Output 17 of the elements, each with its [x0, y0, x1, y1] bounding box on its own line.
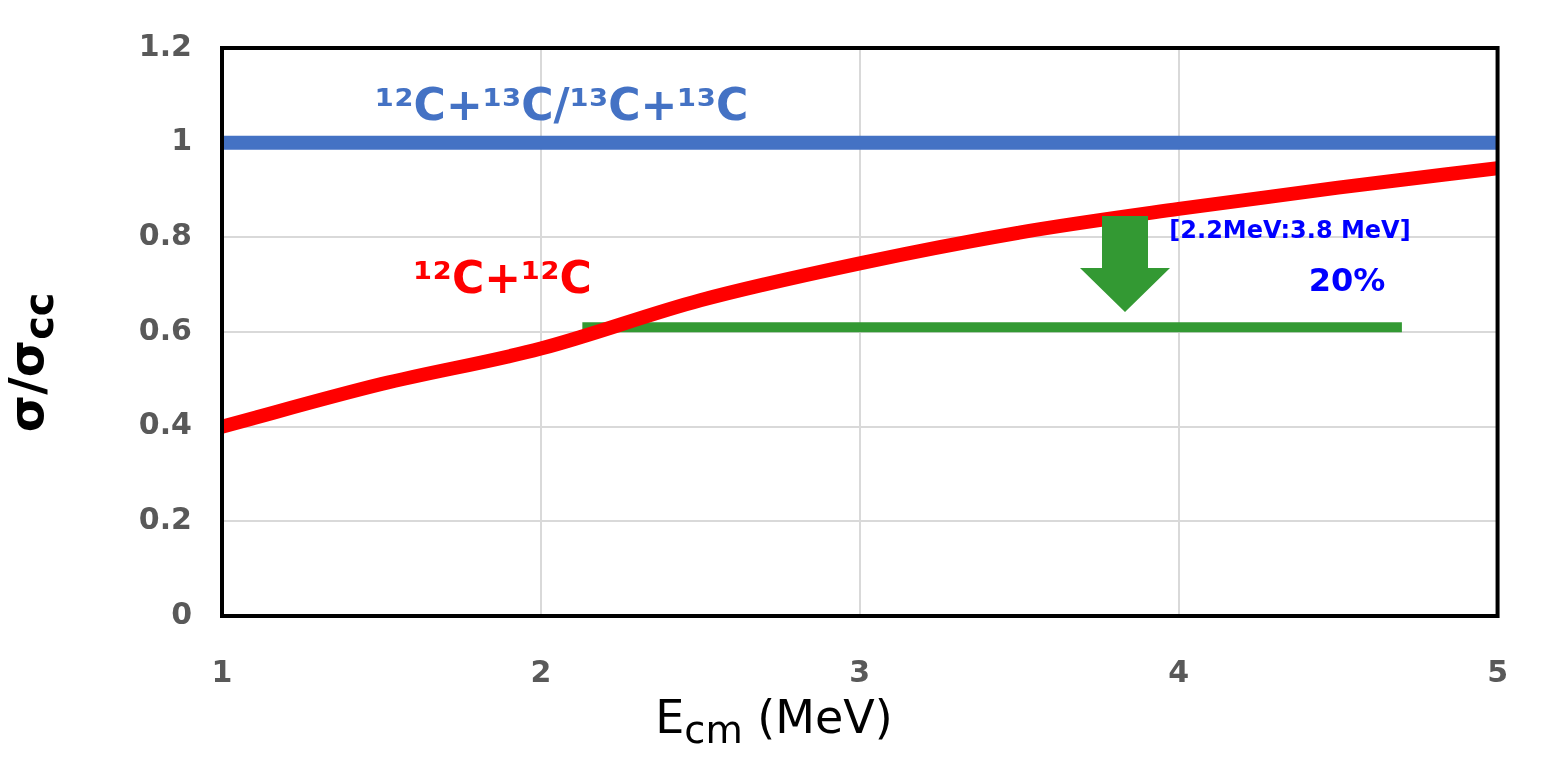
x-tick-label: 3	[849, 653, 871, 689]
annotation: [2.2MeV:3.8 MeV]	[1169, 216, 1411, 245]
y-tick-label: 1.2	[138, 27, 192, 63]
y-tick-label: 0.8	[138, 217, 192, 253]
x-tick-label: 4	[1168, 653, 1190, 689]
y-tick-label: 1	[171, 122, 192, 158]
series-label: ¹²C+¹²C	[413, 252, 592, 304]
annotation: 20%	[1308, 261, 1386, 300]
x-axis-title: E$_{cm}$ (MeV)	[654, 690, 894, 753]
y-tick-label: 0.2	[138, 501, 192, 537]
x-tick-label: 1	[211, 653, 233, 689]
x-tick-label: 2	[530, 653, 552, 689]
series-label: ¹²C+¹³C/¹³C+¹³C	[375, 79, 749, 131]
y-tick-label: 0.6	[138, 311, 192, 347]
y-tick-label: 0.4	[138, 406, 192, 442]
x-tick-label: 5	[1487, 653, 1508, 689]
y-tick-label: 0	[171, 595, 192, 631]
